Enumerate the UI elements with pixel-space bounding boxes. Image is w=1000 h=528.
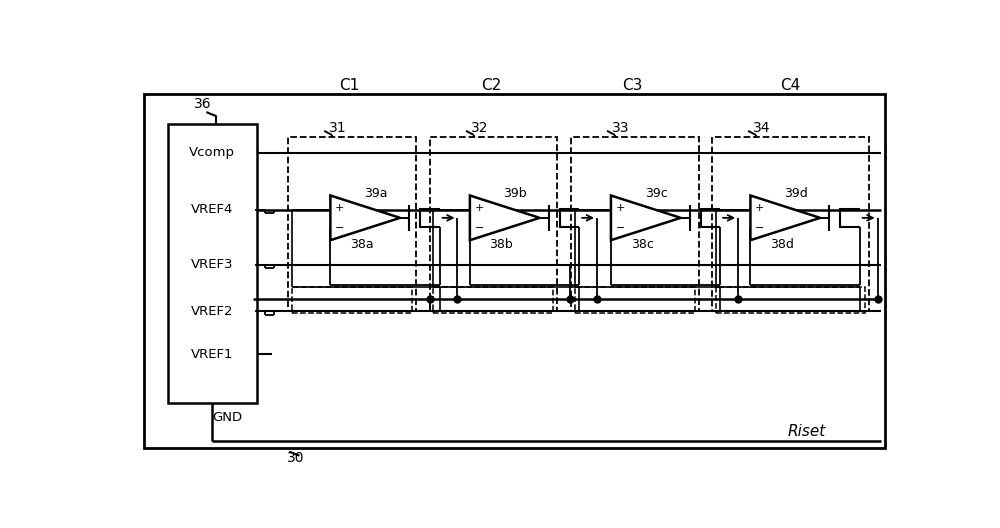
- Text: 36: 36: [194, 97, 211, 111]
- Text: C2: C2: [481, 78, 502, 93]
- Text: 38a: 38a: [350, 238, 374, 251]
- Bar: [292, 287, 412, 314]
- Polygon shape: [470, 195, 540, 240]
- Text: VREF1: VREF1: [191, 347, 233, 361]
- Text: C3: C3: [622, 78, 643, 93]
- Text: 32: 32: [471, 120, 489, 135]
- Text: −: −: [335, 223, 344, 233]
- Text: Vcomp: Vcomp: [189, 146, 235, 159]
- Bar: [716, 287, 865, 314]
- Text: +: +: [335, 203, 344, 213]
- Text: −: −: [755, 223, 764, 233]
- Bar: [288, 137, 416, 312]
- Text: +: +: [616, 203, 625, 213]
- Text: 39b: 39b: [503, 187, 527, 200]
- Text: 39a: 39a: [364, 187, 387, 200]
- Text: 38b: 38b: [489, 238, 513, 251]
- Text: 39d: 39d: [784, 187, 808, 200]
- Text: 31: 31: [329, 120, 347, 135]
- Text: 34: 34: [753, 120, 771, 135]
- Bar: [144, 94, 885, 448]
- Text: −: −: [474, 223, 484, 233]
- Text: +: +: [755, 203, 764, 213]
- Text: +: +: [474, 203, 484, 213]
- Text: 38d: 38d: [770, 238, 794, 251]
- Text: 39c: 39c: [645, 187, 668, 200]
- Text: 33: 33: [612, 120, 630, 135]
- Bar: [168, 124, 257, 403]
- Bar: [430, 137, 557, 312]
- Text: VREF4: VREF4: [191, 203, 233, 216]
- Text: VREF3: VREF3: [191, 258, 233, 271]
- Text: 38c: 38c: [631, 238, 654, 251]
- Text: C4: C4: [780, 78, 800, 93]
- Bar: [433, 287, 553, 314]
- Text: C1: C1: [340, 78, 360, 93]
- Polygon shape: [750, 195, 820, 240]
- Bar: [712, 137, 869, 312]
- Text: 30: 30: [287, 451, 304, 465]
- Bar: [571, 137, 698, 312]
- Text: Riset: Riset: [788, 424, 826, 439]
- Text: GND: GND: [213, 411, 243, 423]
- Text: VREF2: VREF2: [191, 305, 233, 318]
- Polygon shape: [611, 195, 681, 240]
- Text: −: −: [616, 223, 625, 233]
- Polygon shape: [330, 195, 400, 240]
- Bar: [574, 287, 695, 314]
